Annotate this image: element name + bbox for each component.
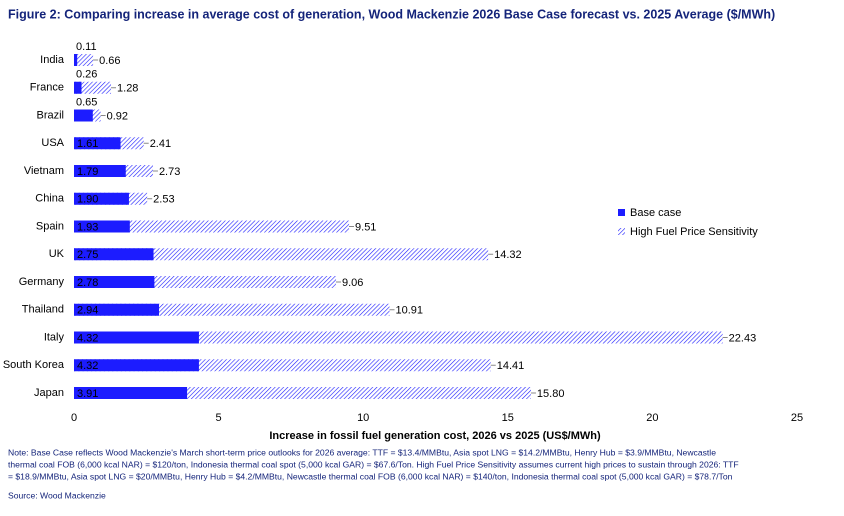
y-tick-label: India — [40, 54, 65, 66]
legend-label: High Fuel Price Sensitivity — [630, 226, 758, 238]
data-label: 2.75 — [77, 249, 98, 261]
y-tick-label: South Korea — [3, 359, 65, 371]
data-label: 22.43 — [729, 332, 757, 344]
data-label: 0.26 — [76, 69, 97, 81]
data-label: 0.92 — [107, 110, 128, 122]
y-tick-label: USA — [41, 137, 64, 149]
legend-swatch — [618, 209, 625, 216]
bar — [74, 220, 350, 233]
x-tick-label: 0 — [71, 412, 77, 424]
bar — [74, 276, 155, 288]
note-line: = $18.9/MMBtu, Asia spot LNG = $20/MMBtu… — [8, 471, 733, 481]
chart-title: Figure 2: Comparing increase in average … — [8, 7, 775, 21]
bar — [74, 303, 160, 316]
bar — [74, 387, 188, 399]
data-label: 2.53 — [153, 194, 174, 206]
bar — [74, 81, 82, 94]
x-tick-label: 25 — [791, 412, 803, 424]
data-label: 2.78 — [77, 277, 98, 289]
y-tick-label: Japan — [34, 387, 64, 399]
x-tick-label: 20 — [646, 412, 658, 424]
data-label: 0.65 — [76, 96, 97, 108]
x-tick-label: 15 — [502, 412, 514, 424]
bar — [74, 331, 199, 344]
bar — [74, 248, 489, 261]
data-label: 1.28 — [117, 83, 138, 95]
bar — [74, 109, 93, 122]
legend-label: Base case — [630, 207, 681, 219]
bar — [74, 165, 126, 177]
y-tick-label: France — [30, 82, 64, 94]
data-label: 2.41 — [150, 138, 171, 150]
data-label: 0.11 — [76, 41, 97, 53]
data-label: 2.73 — [159, 166, 180, 178]
note-line: thermal coal FOB (6,000 kcal NAR) = $120… — [8, 459, 739, 469]
bar — [74, 248, 154, 261]
data-label: 4.32 — [77, 360, 98, 372]
x-axis-title: Increase in fossil fuel generation cost,… — [269, 430, 601, 442]
y-tick-label: Vietnam — [24, 165, 64, 177]
y-tick-label: Italy — [44, 331, 65, 343]
bar — [74, 54, 78, 66]
data-label: 1.93 — [77, 221, 98, 233]
x-tick-label: 5 — [216, 412, 222, 424]
bar — [74, 54, 94, 66]
legend-swatch — [618, 228, 625, 235]
y-tick-label: Germany — [19, 276, 65, 288]
x-tick-label: 10 — [357, 412, 369, 424]
bar — [74, 331, 723, 344]
data-label: 9.06 — [342, 277, 363, 289]
data-label: 10.91 — [396, 305, 424, 317]
bar — [74, 387, 531, 399]
y-tick-label: China — [35, 193, 65, 205]
data-label: 14.32 — [494, 249, 522, 261]
data-label: 15.80 — [537, 388, 565, 400]
data-label: 14.41 — [497, 360, 525, 372]
data-label: 2.94 — [77, 305, 98, 317]
bar — [74, 359, 199, 372]
data-label: 3.91 — [77, 388, 98, 400]
bar — [74, 81, 112, 94]
data-label: 1.79 — [77, 166, 98, 178]
bar — [74, 137, 121, 150]
y-tick-label: Thailand — [22, 304, 64, 316]
note-line: Note: Base Case reflects Wood Mackenzie'… — [8, 447, 716, 457]
y-tick-label: UK — [49, 248, 65, 260]
data-label: 0.66 — [99, 55, 120, 67]
data-label: 9.51 — [355, 221, 376, 233]
bar — [74, 192, 129, 205]
y-tick-label: Brazil — [36, 109, 64, 121]
data-label: 4.32 — [77, 332, 98, 344]
data-label: 1.90 — [77, 194, 98, 206]
data-label: 1.61 — [77, 138, 98, 150]
source: Source: Wood Mackenzie — [8, 490, 106, 500]
y-tick-label: Spain — [36, 220, 64, 232]
bar — [74, 220, 130, 233]
